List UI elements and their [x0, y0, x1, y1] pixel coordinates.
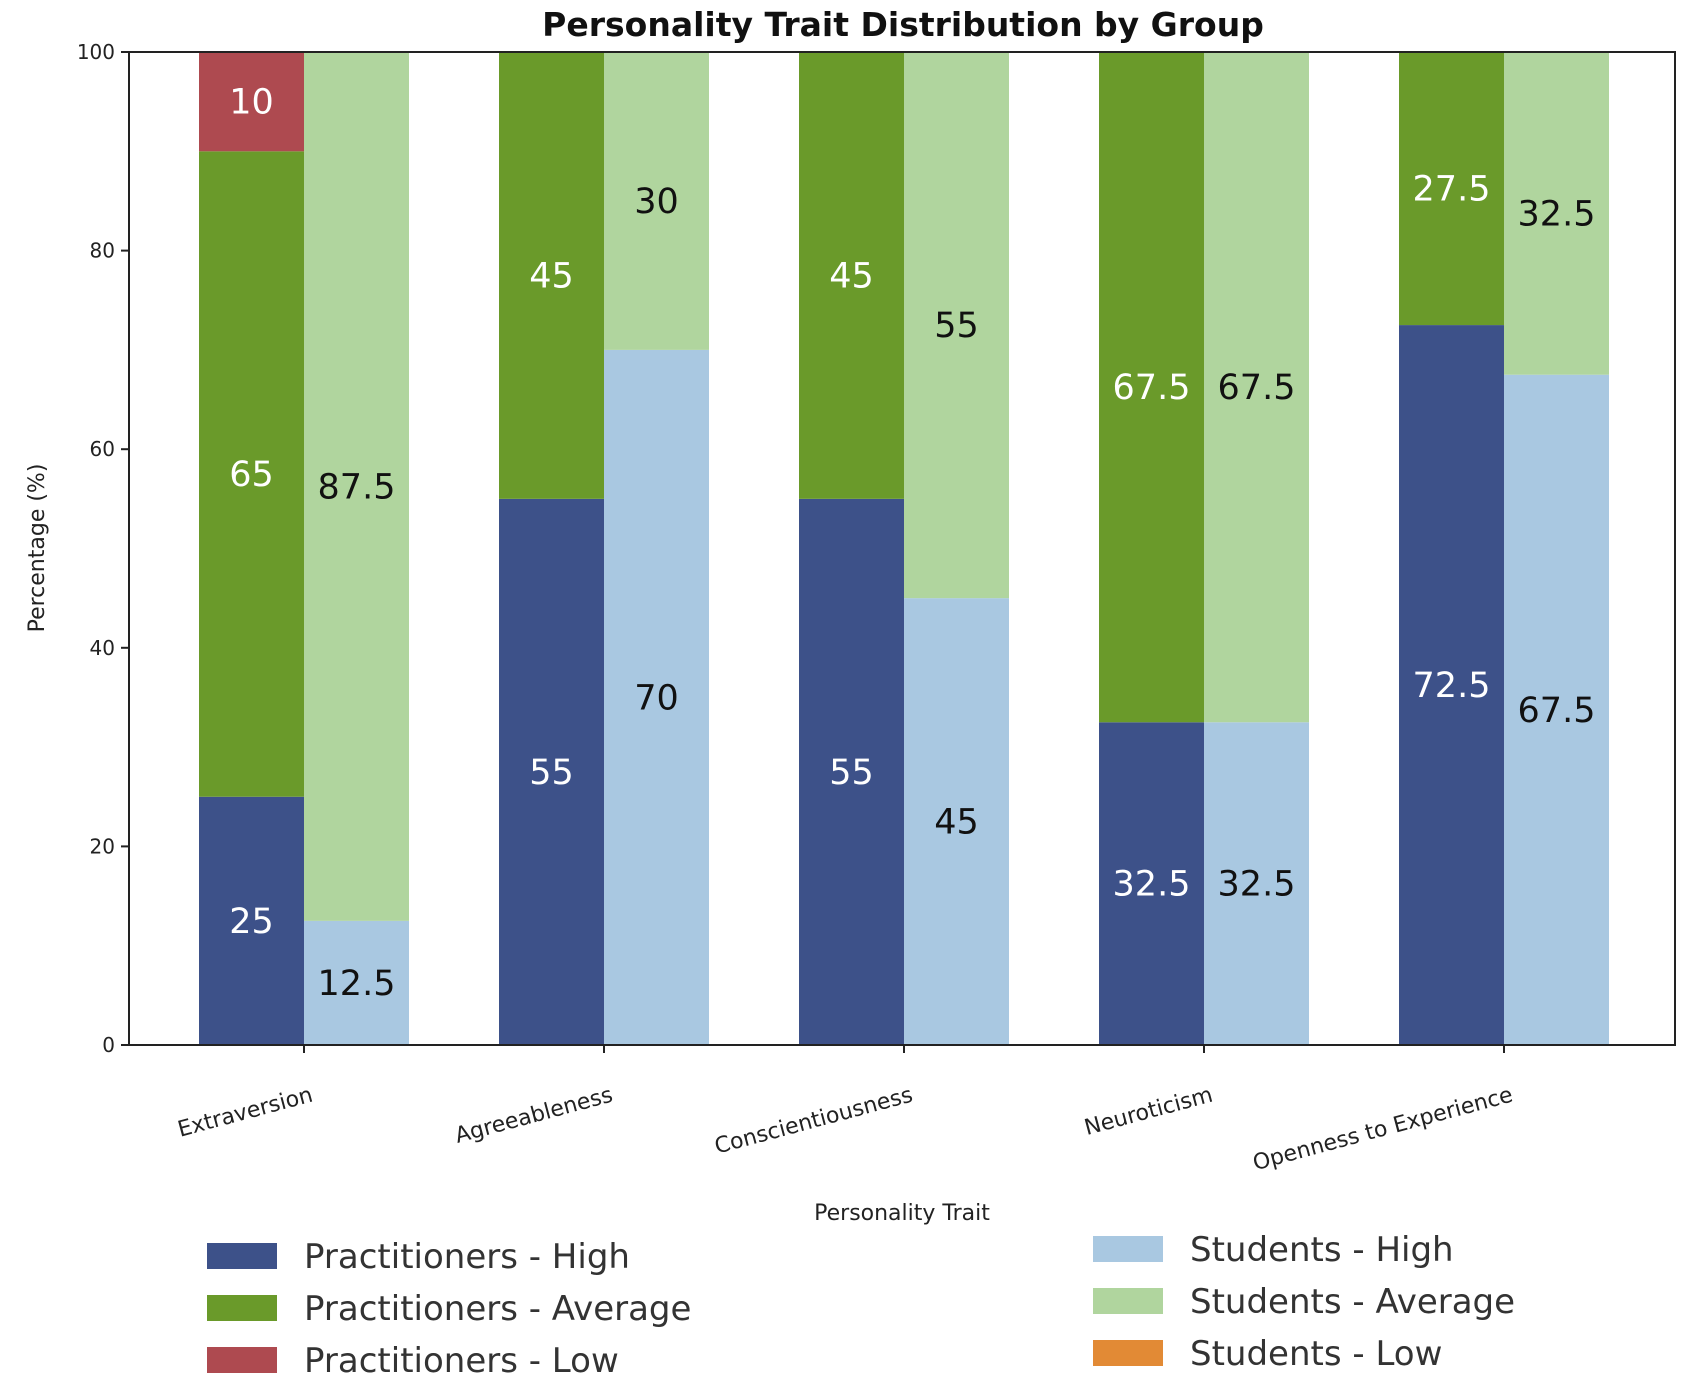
data-label-practitioners-high-conscientiousness: 55	[829, 753, 874, 793]
bar-students-high-agreeableness	[604, 349, 709, 1045]
legend-swatch-students-low	[1093, 1340, 1163, 1366]
bar-students-average-openness-to-experience	[1504, 52, 1609, 375]
y-tick-label-60: 60	[90, 437, 115, 461]
bar-practitioners-average-conscientiousness	[799, 52, 904, 499]
bar-students-average-extraversion	[304, 52, 409, 921]
x-tick-label-conscientiousness: Conscientiousness	[712, 1083, 915, 1160]
data-label-practitioners-average-extraversion: 65	[229, 455, 274, 495]
bar-students-average-conscientiousness	[904, 52, 1009, 599]
bar-students-high-neuroticism	[1204, 722, 1309, 1045]
data-label-practitioners-average-conscientiousness: 45	[829, 256, 874, 296]
legend-swatch-practitioners-high	[207, 1243, 277, 1269]
legend: Practitioners - High Practitioners - Aver…	[207, 1230, 1515, 1380]
y-tick-label-80: 80	[90, 239, 115, 263]
data-label-students-average-agreeableness: 30	[634, 182, 679, 222]
data-label-practitioners-average-openness-to-experience: 27.5	[1413, 170, 1491, 210]
bar-practitioners-low-extraversion	[199, 52, 304, 152]
legend-label-practitioners-low: Practitioners - Low	[304, 1341, 619, 1380]
y-tick-label-40: 40	[90, 636, 115, 660]
bar-practitioners-high-extraversion	[199, 796, 304, 1045]
data-label-practitioners-average-neuroticism: 67.5	[1113, 368, 1191, 408]
bar-students-average-agreeableness	[604, 52, 709, 350]
bar-practitioners-high-agreeableness	[499, 498, 604, 1046]
data-label-practitioners-high-neuroticism: 32.5	[1113, 865, 1191, 905]
bar-practitioners-average-openness-to-experience	[1399, 52, 1504, 326]
data-label-students-average-openness-to-experience: 32.5	[1518, 194, 1596, 234]
segment-labels-layer: 25 65 10 12.5 87.5 55 45 70 30 55 45 45 55 32.5 67.5 32…	[229, 83, 1595, 1004]
data-label-students-high-neuroticism: 32.5	[1218, 865, 1296, 905]
legend-label-practitioners-average: Practitioners - Average	[304, 1289, 691, 1329]
x-axis-title: Personality Trait	[814, 1201, 990, 1226]
data-label-students-high-conscientiousness: 45	[934, 803, 979, 843]
bar-students-high-openness-to-experience	[1504, 374, 1609, 1046]
chart-title: Personality Trait Distribution by Group	[542, 5, 1264, 44]
data-label-students-high-extraversion: 12.5	[318, 964, 396, 1004]
legend-swatch-practitioners-average	[207, 1295, 277, 1321]
data-label-practitioners-high-agreeableness: 55	[529, 753, 574, 793]
legend-swatch-practitioners-low	[207, 1347, 277, 1373]
plot-area-frame	[128, 51, 1676, 1046]
bar-practitioners-high-conscientiousness	[799, 498, 904, 1046]
bar-students-high-extraversion	[304, 920, 409, 1045]
data-label-students-high-agreeableness: 70	[634, 678, 679, 718]
x-tick-label-extraversion: Extraversion	[175, 1083, 315, 1143]
y-tick-label-100: 100	[77, 40, 115, 64]
data-label-students-average-neuroticism: 67.5	[1218, 368, 1296, 408]
legend-swatch-students-average	[1093, 1288, 1163, 1314]
x-tick-label-openness-to-experience: Openness to Experience	[1250, 1083, 1515, 1176]
bar-students-high-conscientiousness	[904, 598, 1009, 1045]
y-axis: 0 20 40 60 80 100	[77, 40, 129, 1057]
data-label-students-average-conscientiousness: 55	[934, 306, 979, 346]
y-axis-title: Percentage (%)	[25, 464, 50, 633]
bar-practitioners-high-neuroticism	[1099, 722, 1204, 1045]
data-label-students-average-extraversion: 87.5	[318, 467, 396, 507]
x-tick-label-agreeableness: Agreeableness	[452, 1083, 615, 1149]
data-label-practitioners-average-agreeableness: 45	[529, 256, 574, 296]
data-label-practitioners-high-extraversion: 25	[229, 902, 274, 942]
legend-swatch-students-high	[1093, 1236, 1163, 1262]
bar-practitioners-average-extraversion	[199, 151, 304, 797]
bars-layer	[199, 52, 1609, 1046]
bar-practitioners-average-neuroticism	[1099, 52, 1204, 723]
bar-practitioners-high-openness-to-experience	[1399, 325, 1504, 1045]
bar-students-average-neuroticism	[1204, 52, 1309, 723]
y-tick-label-0: 0	[102, 1033, 115, 1057]
legend-label-students-high: Students - High	[1190, 1230, 1454, 1270]
x-axis: Extraversion Agreeableness Conscientiousne…	[175, 1045, 1516, 1176]
x-tick-label-neuroticism: Neuroticism	[1082, 1083, 1216, 1141]
data-label-students-high-openness-to-experience: 67.5	[1518, 691, 1596, 731]
data-label-practitioners-low-extraversion: 10	[229, 83, 274, 123]
y-tick-label-20: 20	[90, 834, 115, 858]
data-label-practitioners-high-openness-to-experience: 72.5	[1413, 666, 1491, 706]
bar-practitioners-average-agreeableness	[499, 52, 604, 499]
legend-label-students-low: Students - Low	[1190, 1334, 1442, 1374]
legend-label-practitioners-high: Practitioners - High	[304, 1237, 630, 1277]
legend-label-students-average: Students - Average	[1190, 1282, 1515, 1322]
